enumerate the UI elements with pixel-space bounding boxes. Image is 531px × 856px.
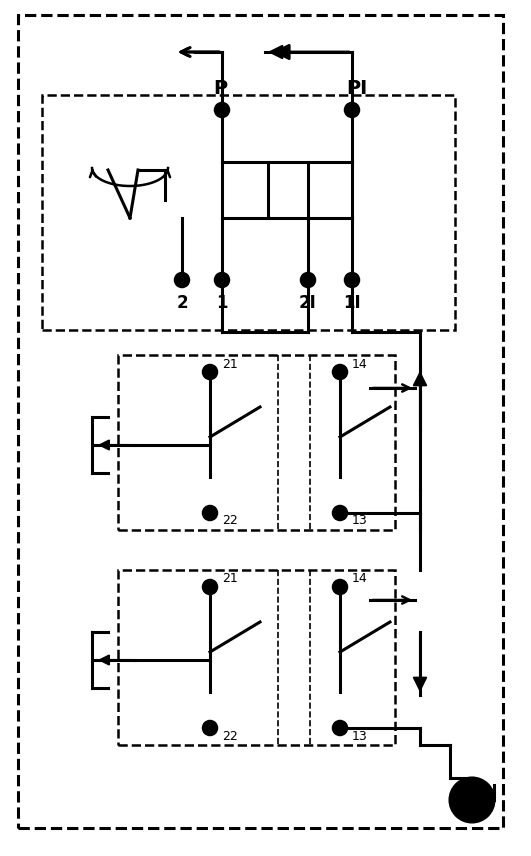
Circle shape bbox=[203, 721, 217, 735]
Circle shape bbox=[333, 506, 347, 520]
Circle shape bbox=[203, 580, 217, 594]
Text: PI: PI bbox=[346, 79, 367, 98]
Bar bbox=[118, 355, 395, 530]
Circle shape bbox=[203, 506, 217, 520]
Bar bbox=[118, 570, 395, 745]
Circle shape bbox=[203, 365, 217, 379]
Circle shape bbox=[333, 580, 347, 594]
Text: 22: 22 bbox=[222, 514, 238, 527]
Text: 1I: 1I bbox=[343, 294, 361, 312]
Text: 2: 2 bbox=[176, 294, 188, 312]
Text: 2I: 2I bbox=[299, 294, 317, 312]
Text: 13: 13 bbox=[352, 729, 368, 742]
Circle shape bbox=[301, 273, 315, 287]
Circle shape bbox=[215, 273, 229, 287]
Text: 22: 22 bbox=[222, 729, 238, 742]
Circle shape bbox=[345, 273, 359, 287]
Circle shape bbox=[175, 273, 189, 287]
Circle shape bbox=[215, 103, 229, 117]
Text: 1: 1 bbox=[216, 294, 228, 312]
Text: 14: 14 bbox=[352, 573, 368, 586]
Text: 21: 21 bbox=[222, 573, 238, 586]
Circle shape bbox=[450, 778, 494, 822]
Text: 14: 14 bbox=[352, 358, 368, 371]
Circle shape bbox=[333, 365, 347, 379]
Text: 13: 13 bbox=[352, 514, 368, 527]
Bar bbox=[42, 95, 455, 330]
Circle shape bbox=[345, 103, 359, 117]
Text: 21: 21 bbox=[222, 358, 238, 371]
Circle shape bbox=[333, 721, 347, 735]
Text: P: P bbox=[213, 79, 227, 98]
